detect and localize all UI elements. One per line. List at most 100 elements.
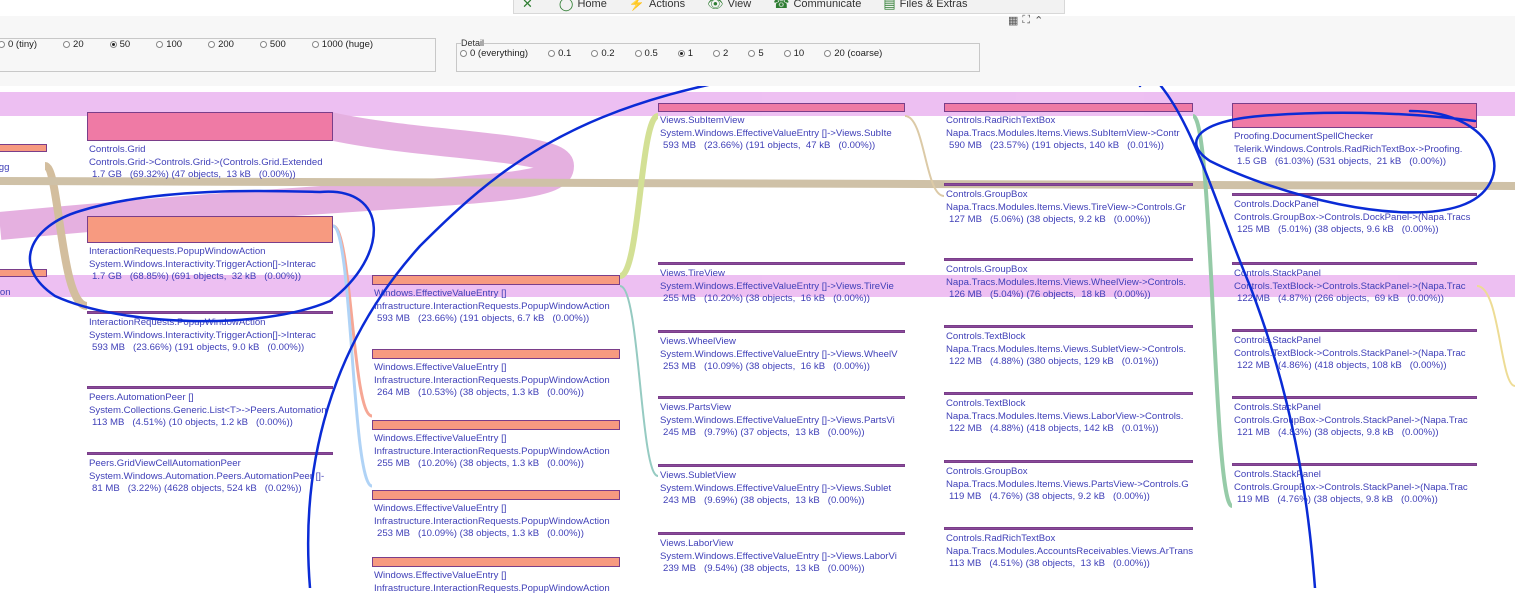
node-bar[interactable] [658, 330, 905, 333]
node-bar[interactable] [0, 269, 47, 277]
fullscreen-icon[interactable]: ⛶ [1022, 14, 1030, 27]
radio-button-icon[interactable] [260, 41, 267, 48]
radio-button-icon[interactable] [548, 50, 555, 57]
size-radio-option[interactable]: 20 [63, 39, 84, 50]
node-bar[interactable] [944, 392, 1193, 395]
graph-node[interactable]: Windows.EffectiveValueEntry []Infrastruc… [374, 362, 632, 400]
detail-radio-option[interactable]: 20 (coarse) [824, 48, 882, 59]
radio-button-icon[interactable] [156, 41, 163, 48]
node-bar[interactable] [372, 275, 620, 285]
node-bar[interactable] [944, 325, 1193, 328]
radio-button-icon[interactable] [312, 41, 319, 48]
node-bar[interactable] [658, 464, 905, 467]
detail-radio-option[interactable]: 0.2 [591, 48, 614, 59]
radio-button-icon[interactable] [713, 50, 720, 57]
graph-node[interactable]: Windows.EffectiveValueEntry []Infrastruc… [374, 503, 632, 541]
toolbar-files-extras-button[interactable]: ▤Files & Extras [883, 0, 967, 12]
graph-node[interactable]: Windows.EffectiveValueEntry []Infrastruc… [374, 288, 632, 326]
radio-button-icon[interactable] [784, 50, 791, 57]
node-bar[interactable] [658, 532, 905, 535]
radio-button-icon[interactable] [678, 50, 685, 57]
node-bar[interactable] [1232, 463, 1477, 466]
detail-radio-option[interactable]: 0.1 [548, 48, 571, 59]
radio-button-icon[interactable] [824, 50, 831, 57]
toolbar-view-button[interactable]: 👁View [707, 0, 751, 12]
graph-node[interactable]: Automation0%)) [0, 287, 59, 312]
node-bar[interactable] [944, 183, 1193, 186]
node-bar[interactable] [1232, 396, 1477, 399]
node-bar[interactable] [87, 386, 333, 389]
node-bar[interactable] [372, 557, 620, 567]
node-bar[interactable] [87, 112, 333, 141]
radio-button-icon[interactable] [63, 41, 70, 48]
radio-button-icon[interactable] [0, 41, 5, 48]
radio-button-icon[interactable] [748, 50, 755, 57]
graph-node[interactable]: Windows.EffectiveValueEntry []Infrastruc… [374, 570, 632, 595]
node-bar[interactable] [1232, 329, 1477, 332]
radio-button-icon[interactable] [208, 41, 215, 48]
graph-node[interactable]: Windows.EffectiveValueEntry []Infrastruc… [374, 433, 632, 471]
node-bar[interactable] [372, 490, 620, 500]
node-bar[interactable] [372, 420, 620, 430]
node-bar[interactable] [944, 103, 1193, 112]
detail-radio-option[interactable]: 5 [748, 48, 763, 59]
size-radio-option[interactable]: 100 [156, 39, 182, 50]
radio-button-icon[interactable] [591, 50, 598, 57]
toolbar-actions-button[interactable]: ⚡Actions [629, 0, 685, 12]
node-bar[interactable] [1232, 103, 1477, 128]
node-bar[interactable] [1232, 262, 1477, 265]
detail-radio-option[interactable]: 2 [713, 48, 728, 59]
toolbar-close-button[interactable]: ✕ [522, 0, 537, 12]
grid-icon[interactable]: ▦ [1008, 14, 1018, 27]
detail-radio-option[interactable]: 10 [784, 48, 805, 59]
size-radio-option[interactable]: 1000 (huge) [312, 39, 373, 50]
node-bar[interactable] [658, 103, 905, 112]
node-bar[interactable] [0, 144, 47, 152]
node-bar[interactable] [1232, 193, 1477, 196]
size-radio-option[interactable]: 200 [208, 39, 234, 50]
size-radio-option[interactable]: 0 (tiny) [0, 39, 37, 50]
size-radio-option[interactable]: 500 [260, 39, 286, 50]
node-bar[interactable] [658, 396, 905, 399]
radio-button-icon[interactable] [110, 41, 117, 48]
toolbar-communicate-button[interactable]: ☎Communicate [773, 0, 861, 12]
node-bar[interactable] [87, 216, 333, 243]
toolbar-home-button[interactable]: ◯Home [559, 0, 607, 12]
detail-radio-option[interactable]: 1 [678, 48, 693, 59]
collapse-chevron-icon[interactable]: ⌃ [1034, 14, 1043, 27]
node-bar[interactable] [87, 311, 333, 314]
detail-radio-option[interactable]: 0 (everything) [460, 48, 528, 59]
node-bar[interactable] [944, 258, 1193, 261]
size-radio-option[interactable]: 50 [110, 39, 131, 50]
node-bar[interactable] [658, 262, 905, 265]
detail-radio-option[interactable]: 0.5 [635, 48, 658, 59]
node-bar[interactable] [944, 460, 1193, 463]
node-bar[interactable] [87, 452, 333, 455]
radio-button-icon[interactable] [635, 50, 642, 57]
graph-node[interactable]: Peers.AutomationPeer []System.Collection… [89, 392, 345, 430]
node-bar[interactable] [372, 349, 620, 359]
